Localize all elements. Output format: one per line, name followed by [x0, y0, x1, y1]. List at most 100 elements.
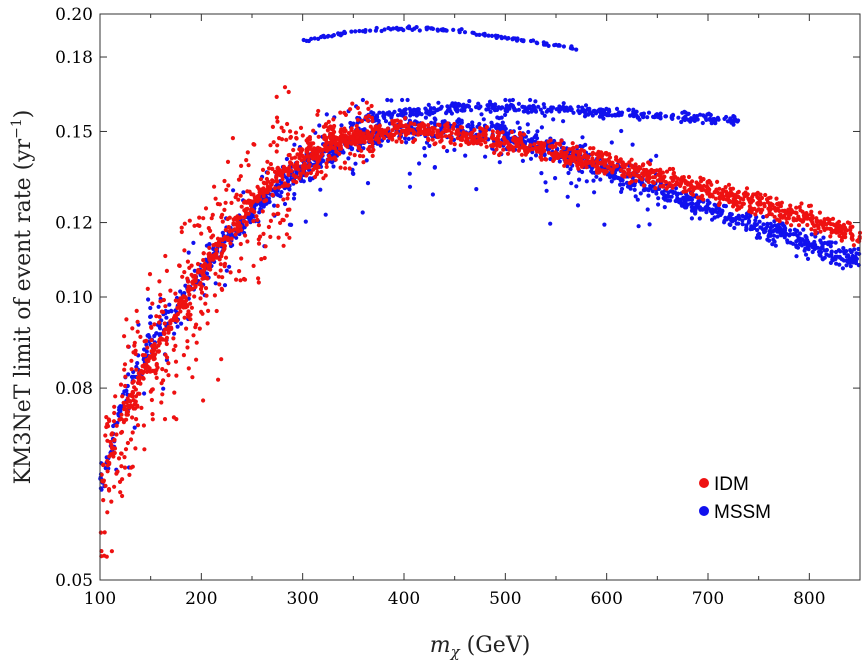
- idm-point: [150, 412, 155, 417]
- mssm-point: [469, 108, 474, 113]
- idm-point: [582, 162, 587, 167]
- idm-point: [234, 277, 239, 282]
- idm-point: [443, 134, 448, 139]
- mssm-point: [647, 222, 652, 227]
- idm-point: [123, 447, 129, 452]
- idm-point: [176, 302, 182, 307]
- mssm-point: [441, 27, 446, 32]
- idm-point: [845, 228, 850, 233]
- idm-point: [370, 153, 375, 158]
- idm-point: [354, 139, 359, 144]
- idm-point: [338, 110, 343, 115]
- mssm-point: [241, 190, 246, 195]
- mssm-point: [689, 205, 694, 210]
- idm-point: [135, 423, 141, 428]
- mssm-point: [528, 156, 534, 161]
- mssm-point: [734, 221, 739, 226]
- idm-point: [286, 172, 291, 177]
- idm-point: [151, 356, 156, 361]
- idm-point: [189, 305, 194, 310]
- idm-point: [651, 170, 656, 175]
- mssm-point: [478, 104, 483, 109]
- idm-point: [456, 132, 461, 137]
- mssm-point: [538, 107, 543, 112]
- idm-point: [550, 143, 555, 149]
- idm-point: [229, 200, 234, 205]
- mssm-point: [631, 107, 636, 112]
- mssm-point: [470, 30, 475, 35]
- mssm-point: [544, 41, 549, 46]
- mssm-point: [646, 188, 651, 193]
- idm-point: [125, 440, 130, 446]
- idm-point: [242, 277, 248, 282]
- mssm-point: [414, 25, 419, 30]
- idm-point: [786, 207, 791, 212]
- mssm-point: [798, 231, 803, 236]
- idm-point: [127, 393, 132, 398]
- idm-point: [112, 437, 117, 442]
- mssm-point: [459, 120, 464, 125]
- idm-point: [552, 157, 557, 162]
- idm-point: [135, 329, 140, 334]
- mssm-point: [580, 169, 585, 175]
- idm-point: [579, 158, 584, 163]
- idm-point: [640, 171, 645, 176]
- idm-point: [654, 168, 659, 173]
- mssm-point: [231, 188, 236, 193]
- idm-point: [258, 177, 264, 182]
- mssm-point: [497, 160, 502, 165]
- mssm-point: [715, 115, 721, 120]
- mssm-point: [499, 124, 505, 130]
- mssm-point: [526, 129, 531, 135]
- idm-point: [129, 358, 134, 363]
- idm-point: [174, 417, 179, 422]
- mssm-point: [830, 256, 835, 261]
- idm-point: [321, 176, 326, 181]
- idm-point: [125, 396, 130, 401]
- idm-point: [149, 324, 154, 330]
- idm-point: [705, 187, 711, 192]
- idm-point: [276, 235, 281, 240]
- mssm-point: [222, 283, 228, 288]
- mssm-point: [766, 233, 771, 239]
- mssm-point: [515, 120, 520, 125]
- idm-point: [111, 451, 116, 456]
- mssm-point: [592, 190, 597, 195]
- idm-point: [809, 227, 814, 232]
- idm-point: [146, 358, 151, 364]
- mssm-point: [539, 171, 544, 176]
- idm-point: [748, 199, 753, 204]
- mssm-point: [682, 117, 688, 123]
- mssm-point: [630, 142, 635, 147]
- idm-point: [395, 118, 400, 123]
- mssm-point: [167, 302, 172, 307]
- idm-point: [809, 216, 814, 221]
- idm-point: [369, 115, 375, 120]
- idm-point: [542, 148, 547, 153]
- mssm-point: [535, 129, 540, 134]
- mssm-point: [732, 217, 737, 222]
- mssm-point: [462, 108, 467, 113]
- mssm-point: [279, 190, 284, 195]
- idm-point: [199, 309, 204, 314]
- mssm-point: [517, 126, 522, 131]
- idm-point: [357, 153, 363, 158]
- idm-point: [168, 288, 173, 293]
- idm-point: [494, 147, 499, 152]
- mssm-point: [645, 207, 650, 212]
- mssm-point: [349, 29, 354, 34]
- y-tick-label: 0.12: [55, 214, 93, 234]
- mssm-point: [805, 240, 810, 245]
- idm-point: [272, 186, 278, 191]
- idm-point: [426, 127, 431, 132]
- idm-point: [783, 210, 788, 215]
- idm-point: [664, 186, 669, 191]
- idm-point: [193, 284, 198, 290]
- mssm-point: [363, 29, 368, 34]
- idm-point: [794, 205, 799, 210]
- idm-point: [562, 163, 567, 168]
- idm-point: [777, 208, 782, 213]
- idm-point: [594, 158, 600, 163]
- mssm-point: [678, 198, 683, 203]
- idm-point: [171, 336, 176, 341]
